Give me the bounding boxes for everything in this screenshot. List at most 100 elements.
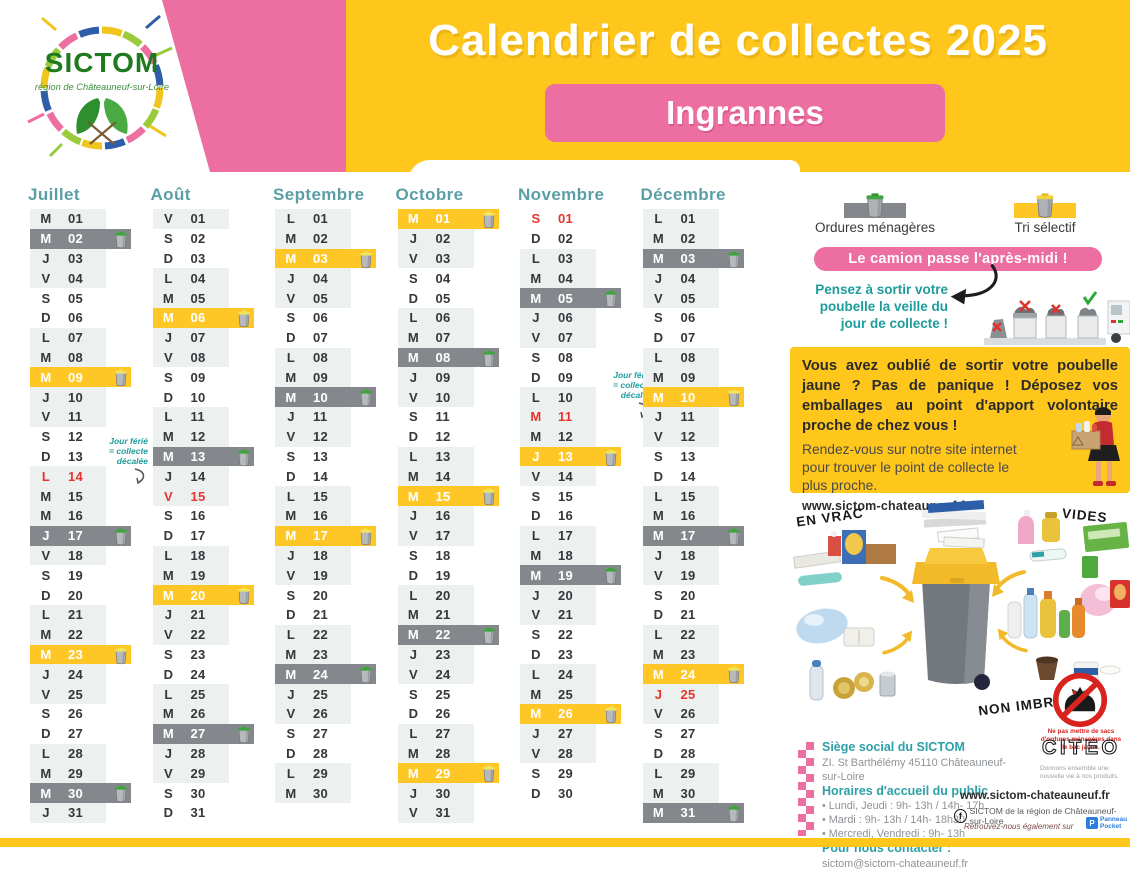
day-row: D 17: [153, 526, 254, 546]
month-title: Novembre: [518, 185, 605, 204]
day-letter: V: [409, 250, 418, 266]
day-row: L 15: [642, 486, 744, 506]
day-letter: D: [531, 785, 541, 801]
day-row: S 11: [398, 407, 499, 427]
legend-item-tri: Tri sélectif: [960, 189, 1130, 235]
day-number: 25: [190, 686, 206, 702]
contact-email[interactable]: sictom@sictom-chateauneuf.fr: [822, 858, 968, 871]
day-number: 06: [558, 310, 574, 326]
month-column: Septembre L 01 M 02 M 03 J 04 V 05 S 06 D 07 L 08 M 09 M 10…: [273, 185, 387, 803]
day-letter: M: [40, 231, 52, 247]
day-number: 06: [313, 310, 329, 326]
collection-day-ordures: M 30: [30, 783, 131, 803]
day-number: 29: [680, 765, 696, 781]
facebook-icon[interactable]: f: [954, 809, 967, 823]
day-letter: D: [408, 706, 419, 722]
day-letter: M: [285, 250, 297, 266]
day-number: 20: [558, 587, 574, 603]
day-letter: V: [409, 528, 418, 544]
day-letter: M: [530, 409, 542, 425]
day-letter: V: [654, 567, 663, 583]
day-number: 14: [313, 468, 329, 484]
day-letter: M: [40, 508, 52, 524]
day-row: M 01: [30, 209, 131, 229]
day-row: L 08: [642, 347, 744, 368]
collection-day-tri: J 13: [520, 446, 621, 467]
day-letter: M: [162, 706, 175, 722]
day-row: M 26: [152, 703, 254, 724]
recyclables-carton-film-cluster: [1080, 522, 1130, 616]
trash-bin-green-lid-icon: [603, 289, 619, 308]
day-number: 16: [680, 508, 696, 524]
trash-bin-green-lid-icon: [866, 193, 884, 218]
trash-bin-yellow-lid-icon: [603, 448, 619, 467]
month-column: Décembre L 01 M 02 M 03 J 04 V 05 S 06 D 07 L 08 M 09 M 10 …: [640, 185, 755, 823]
day-row: L 18: [152, 545, 254, 566]
day-row: V 10: [397, 387, 499, 407]
day-number: 21: [680, 607, 696, 623]
legend: Ordures ménagères Tri sélectif: [790, 189, 1130, 235]
day-letter: J: [287, 270, 295, 286]
day-letter: M: [407, 627, 420, 643]
day-row: S 05: [30, 288, 131, 308]
day-number: 28: [313, 745, 329, 761]
panneau-pocket-icon[interactable]: P: [1086, 817, 1098, 830]
day-letter: J: [654, 409, 663, 425]
day-letter: D: [41, 310, 51, 326]
day-letter: V: [531, 330, 541, 346]
day-row: S 15: [520, 486, 621, 506]
day-letter: L: [409, 726, 418, 742]
day-letter: L: [654, 765, 663, 781]
day-row: L 29: [642, 763, 744, 784]
day-number: 07: [680, 330, 696, 346]
pink-wedge-decoration: [162, 0, 348, 172]
hours-line: • Mardi : 9h- 13h / 14h- 18h30: [822, 814, 966, 827]
day-letter: S: [41, 429, 51, 445]
day-row: D 12: [398, 427, 499, 447]
info-website-link[interactable]: www.sictom-chateauneuf.fr: [802, 498, 970, 513]
collection-day-tri: M 17: [275, 525, 376, 546]
day-number: 17: [680, 528, 696, 544]
day-letter: M: [162, 310, 175, 326]
day-letter: M: [530, 686, 542, 702]
day-row: J 04: [275, 268, 376, 289]
day-row: J 07: [152, 327, 254, 348]
footer-website-link[interactable]: www.sictom-chateauneuf.fr: [960, 790, 1110, 802]
day-row: V 04: [30, 268, 131, 289]
day-number: 04: [558, 270, 574, 286]
day-letter: L: [41, 745, 51, 761]
trash-bin-green-lid-icon: [603, 566, 619, 585]
day-row: J 06: [520, 307, 621, 328]
day-row: J 20: [520, 585, 621, 605]
day-letter: D: [163, 805, 174, 821]
day-letter: M: [40, 627, 52, 643]
day-letter: J: [42, 666, 50, 682]
day-number: 27: [68, 726, 84, 742]
day-number: 19: [313, 567, 329, 583]
hours-line: • Lundi, Jeudi : 9h- 13h / 14h- 17h: [822, 800, 985, 813]
day-letter: V: [286, 429, 296, 445]
day-row: M 09: [642, 367, 744, 388]
day-number: 16: [313, 508, 329, 524]
day-row: S 16: [153, 506, 254, 526]
trash-bin-yellow-lid-icon: [726, 665, 742, 684]
trash-bin-yellow-lid-icon: [358, 527, 374, 546]
day-number: 04: [313, 270, 329, 286]
trash-bin-yellow-lid-icon: [113, 646, 129, 665]
facebook-line[interactable]: f SICTOM de la région de Châteauneuf-sur…: [954, 806, 1130, 826]
day-letter: D: [163, 389, 174, 405]
hq-title: Siège social du SICTOM: [822, 740, 965, 754]
day-number: 27: [190, 726, 206, 742]
month-title: Décembre: [640, 185, 726, 204]
day-number: 02: [68, 231, 84, 247]
recyclables-cardboard-cluster: [792, 530, 896, 586]
panneau-pocket-badge[interactable]: P Panneau Pocket: [1086, 816, 1127, 830]
day-letter: M: [407, 607, 420, 623]
day-number: 08: [313, 349, 329, 365]
day-number: 27: [435, 726, 451, 742]
day-letter: S: [409, 547, 418, 563]
day-row: L 21: [30, 604, 131, 625]
day-number: 28: [558, 745, 574, 761]
day-letter: M: [530, 290, 542, 306]
day-row: V 17: [397, 525, 499, 546]
